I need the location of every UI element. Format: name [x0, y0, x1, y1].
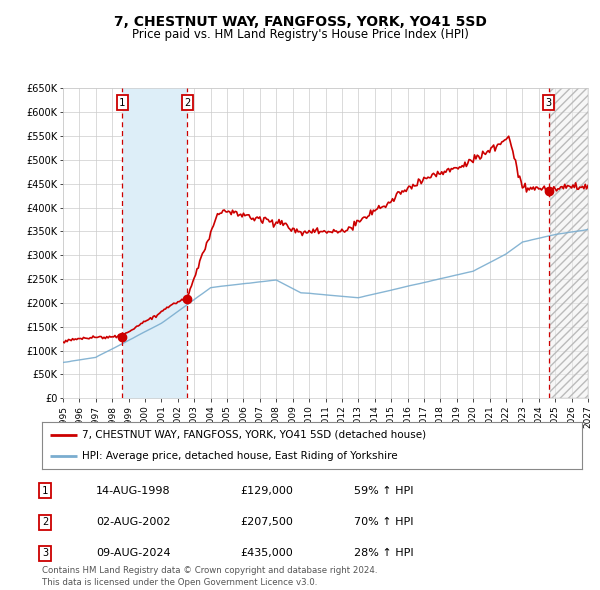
- Text: 3: 3: [42, 549, 48, 558]
- Text: 7, CHESTNUT WAY, FANGFOSS, YORK, YO41 5SD: 7, CHESTNUT WAY, FANGFOSS, YORK, YO41 5S…: [113, 15, 487, 29]
- Text: 59% ↑ HPI: 59% ↑ HPI: [354, 486, 413, 496]
- Text: 1: 1: [42, 486, 48, 496]
- Text: 14-AUG-1998: 14-AUG-1998: [96, 486, 170, 496]
- Text: £207,500: £207,500: [240, 517, 293, 527]
- Text: 09-AUG-2024: 09-AUG-2024: [96, 549, 170, 558]
- Text: 2: 2: [184, 98, 191, 108]
- Text: 2: 2: [42, 517, 48, 527]
- Text: Price paid vs. HM Land Registry's House Price Index (HPI): Price paid vs. HM Land Registry's House …: [131, 28, 469, 41]
- Text: 3: 3: [545, 98, 552, 108]
- Text: HPI: Average price, detached house, East Riding of Yorkshire: HPI: Average price, detached house, East…: [83, 451, 398, 461]
- Text: £129,000: £129,000: [240, 486, 293, 496]
- Text: 02-AUG-2002: 02-AUG-2002: [96, 517, 170, 527]
- Text: 7, CHESTNUT WAY, FANGFOSS, YORK, YO41 5SD (detached house): 7, CHESTNUT WAY, FANGFOSS, YORK, YO41 5S…: [83, 430, 427, 440]
- Text: Contains HM Land Registry data © Crown copyright and database right 2024.
This d: Contains HM Land Registry data © Crown c…: [42, 566, 377, 587]
- Text: £435,000: £435,000: [240, 549, 293, 558]
- Text: 70% ↑ HPI: 70% ↑ HPI: [354, 517, 413, 527]
- Text: 1: 1: [119, 98, 125, 108]
- Text: 28% ↑ HPI: 28% ↑ HPI: [354, 549, 413, 558]
